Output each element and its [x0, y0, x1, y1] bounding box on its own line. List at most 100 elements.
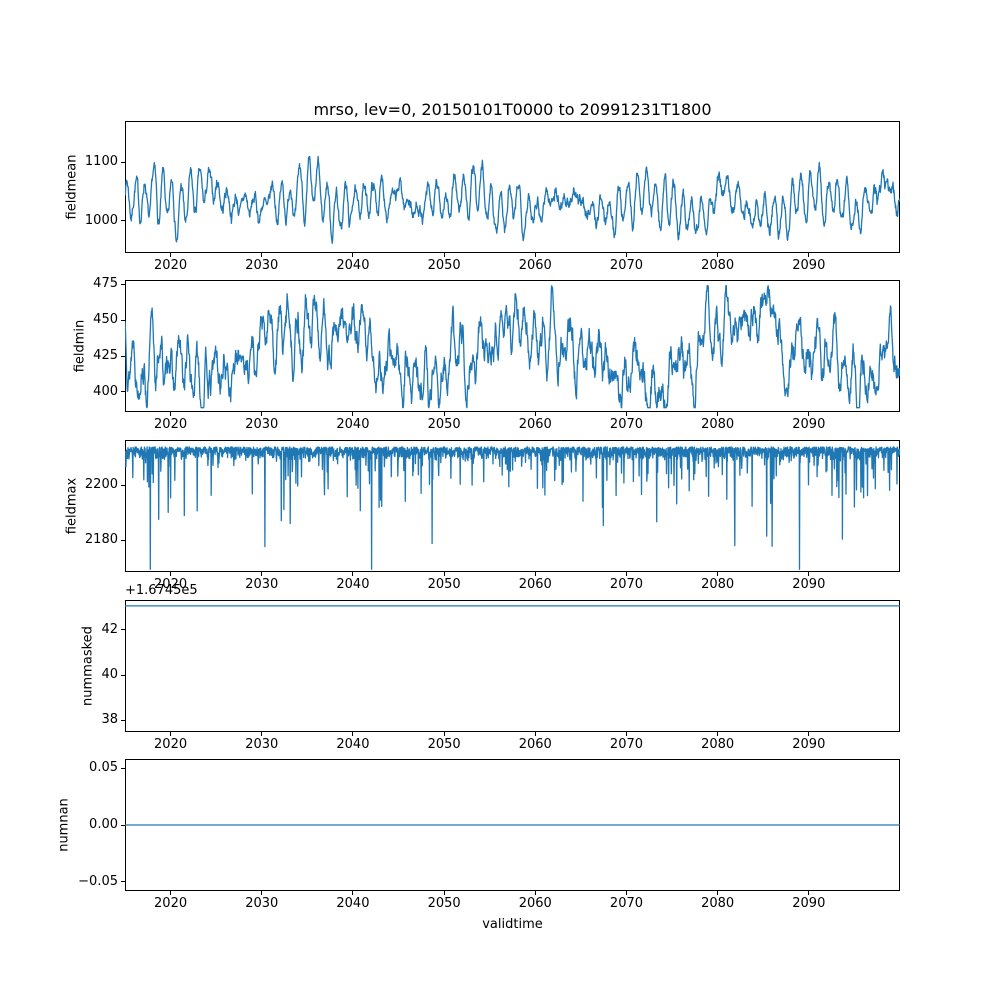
- x-tick-mark: [534, 891, 536, 895]
- x-tick-label: 2090: [792, 896, 826, 911]
- x-tick-label: 2020: [154, 737, 188, 752]
- x-tick-mark: [534, 572, 536, 576]
- x-tick-label: 2040: [336, 896, 370, 911]
- x-tick-label: 2030: [245, 737, 279, 752]
- y-tick-label: 425: [93, 348, 118, 364]
- x-tick-label: 2030: [245, 258, 279, 273]
- x-tick-mark: [443, 253, 445, 257]
- y-tick-mark: [121, 824, 125, 826]
- x-tick-label: 2070: [609, 896, 644, 911]
- y-tick-label: 475: [93, 276, 118, 292]
- y-tick-label: 0.00: [89, 817, 118, 832]
- series-line-fieldmean: [125, 155, 900, 244]
- x-tick-mark: [625, 732, 627, 736]
- x-tick-label: 2070: [609, 737, 644, 752]
- y-tick-mark: [121, 283, 125, 285]
- series-plot-nummasked: [125, 605, 900, 607]
- x-tick-label: 2020: [154, 577, 188, 592]
- x-tick-label: 2060: [518, 258, 552, 273]
- x-tick-mark: [443, 732, 445, 736]
- x-tick-mark: [170, 412, 172, 416]
- x-tick-label: 2060: [518, 737, 552, 752]
- y-tick-mark: [121, 319, 125, 321]
- x-tick-mark: [443, 412, 445, 416]
- y-tick-mark: [121, 161, 125, 163]
- x-tick-label: 2070: [609, 258, 644, 273]
- x-tick-mark: [443, 572, 445, 576]
- y-tick-label: 2200: [84, 477, 118, 493]
- x-tick-label: 2080: [701, 258, 735, 273]
- x-tick-label: 2090: [792, 258, 826, 273]
- series-plot-fieldmean: [125, 155, 900, 244]
- y-tick-label: 38: [101, 712, 118, 728]
- y-tick-mark: [121, 484, 125, 486]
- x-tick-mark: [625, 572, 627, 576]
- x-tick-mark: [717, 253, 719, 257]
- x-tick-label: 2030: [245, 577, 279, 592]
- x-tick-label: 2040: [336, 577, 370, 592]
- y-tick-label: 2180: [84, 532, 118, 548]
- y-tick-label: −0.05: [78, 873, 118, 889]
- x-tick-mark: [261, 253, 263, 257]
- y-tick-label: 450: [93, 312, 118, 328]
- series-plot-numnan: [125, 824, 900, 826]
- x-tick-label: 2020: [154, 258, 188, 273]
- y-axis-label-numnan: numnan: [56, 798, 71, 852]
- x-tick-label: 2080: [701, 417, 735, 432]
- subplot-frame-nummasked: [125, 600, 900, 732]
- x-tick-mark: [717, 572, 719, 576]
- x-tick-label: 2080: [701, 737, 735, 752]
- axis-offset-text: +1.6745e5: [125, 583, 198, 598]
- y-axis-label-fieldmin: fieldmin: [72, 319, 88, 373]
- x-tick-label: 2060: [518, 417, 552, 432]
- y-tick-mark: [121, 881, 125, 883]
- x-tick-mark: [352, 572, 354, 576]
- x-tick-label: 2020: [154, 896, 188, 911]
- x-tick-label: 2090: [792, 577, 826, 592]
- y-tick-label: 0.05: [89, 760, 118, 775]
- series-line-fieldmax: [125, 446, 900, 570]
- x-tick-mark: [625, 253, 627, 257]
- x-tick-label: 2040: [336, 258, 370, 273]
- y-tick-mark: [121, 767, 125, 769]
- y-tick-mark: [121, 719, 125, 721]
- y-tick-label: 1100: [84, 154, 118, 170]
- x-tick-mark: [808, 891, 810, 895]
- x-tick-mark: [170, 891, 172, 895]
- x-tick-mark: [625, 891, 627, 895]
- y-axis-label-fieldmean: fieldmean: [64, 154, 80, 220]
- x-tick-label: 2090: [792, 737, 826, 752]
- y-tick-mark: [121, 220, 125, 222]
- x-tick-mark: [534, 732, 536, 736]
- y-tick-mark: [121, 391, 125, 393]
- x-tick-mark: [261, 891, 263, 895]
- x-tick-mark: [625, 412, 627, 416]
- y-tick-mark: [121, 629, 125, 631]
- x-tick-label: 2040: [336, 417, 370, 432]
- x-tick-label: 2080: [701, 577, 735, 592]
- y-tick-label: 42: [101, 621, 118, 637]
- series-plot-fieldmax: [125, 446, 900, 570]
- x-tick-label: 2050: [427, 577, 461, 592]
- x-tick-mark: [534, 412, 536, 416]
- x-tick-label: 2050: [427, 258, 461, 273]
- figure-title: mrso, lev=0, 20150101T0000 to 20991231T1…: [313, 100, 712, 119]
- x-tick-mark: [808, 412, 810, 416]
- x-tick-label: 2050: [427, 896, 461, 911]
- x-tick-label: 2080: [701, 896, 735, 911]
- x-tick-label: 2060: [518, 577, 552, 592]
- x-tick-mark: [717, 891, 719, 895]
- x-tick-mark: [808, 732, 810, 736]
- y-tick-mark: [121, 355, 125, 357]
- series-line-fieldmin: [125, 285, 900, 409]
- x-tick-label: 2050: [427, 737, 461, 752]
- x-tick-mark: [717, 412, 719, 416]
- x-tick-mark: [170, 572, 172, 576]
- x-tick-label: 2030: [245, 896, 279, 911]
- x-tick-label: 2040: [336, 737, 370, 752]
- x-tick-mark: [352, 412, 354, 416]
- y-axis-label-fieldmax: fieldmax: [64, 477, 80, 535]
- x-tick-mark: [717, 732, 719, 736]
- x-tick-mark: [808, 572, 810, 576]
